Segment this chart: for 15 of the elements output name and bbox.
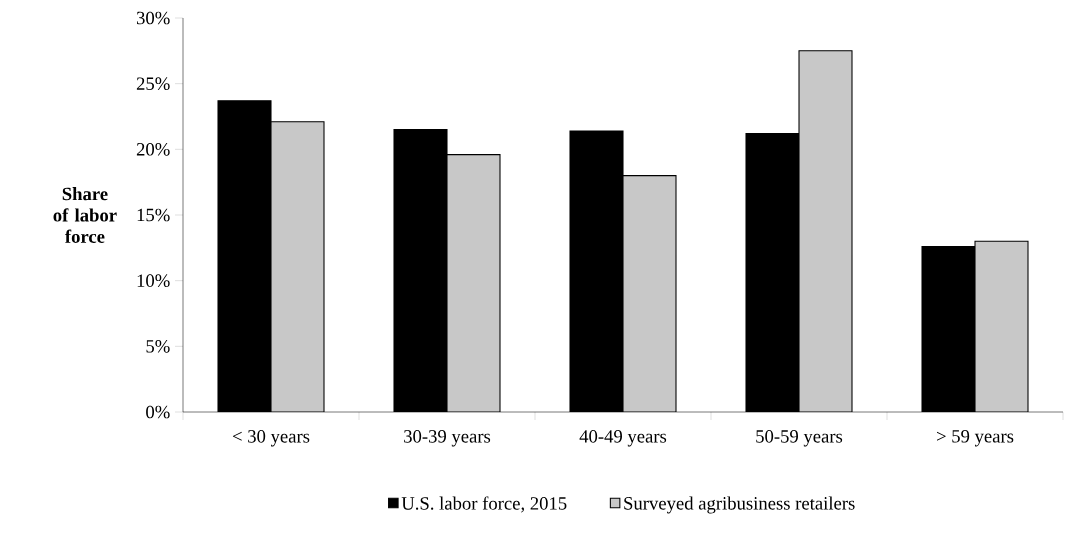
x-tick-label: 30-39 years [404,430,491,447]
x-tick-label: 50-59 years [756,430,843,447]
legend-label: U.S. labor force, 2015 [401,496,567,513]
x-tick-label: > 59 years [936,430,1014,447]
y-tick-label: 10% [137,274,170,287]
x-tick-label: 40-49 years [579,430,667,447]
x-tick-label: < 30 years [232,430,310,447]
y-axis-title: Share of labor force [53,187,117,243]
y-tick-label: 25% [136,77,170,91]
y-tick-label: 5% [146,340,170,353]
y-tick-label: 15% [137,208,170,222]
y-tick-label: 0% [146,405,170,419]
y-tick-label: 20% [136,143,170,156]
legend-label: Surveyed agribusiness retailers [624,496,855,514]
y-tick-label: 30% [136,11,170,25]
